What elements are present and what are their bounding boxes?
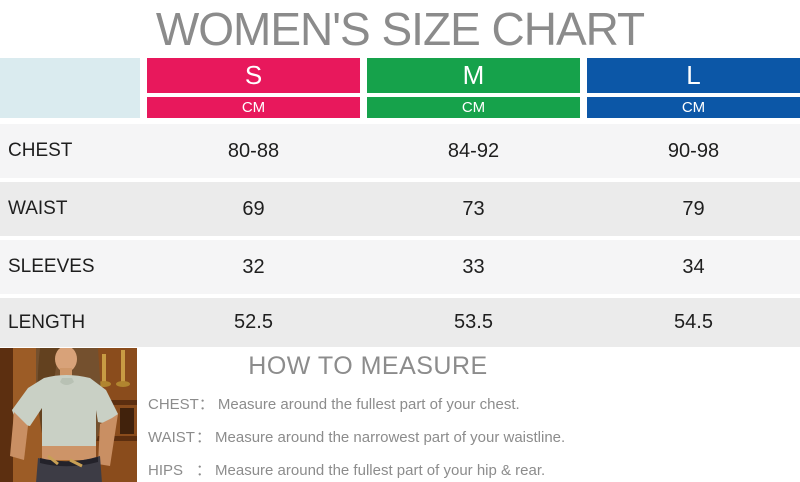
measure-text: Measure around the fullest part of your … bbox=[217, 396, 520, 413]
corner-cell bbox=[0, 58, 140, 118]
cell-chest-l: 90-98 bbox=[667, 139, 720, 162]
size-header-m: M bbox=[367, 58, 580, 93]
cell-waist-l: 79 bbox=[682, 197, 705, 220]
cell-waist-m: 73 bbox=[462, 197, 485, 220]
size-header-s: S bbox=[147, 58, 360, 93]
unit-cell-s: CM bbox=[147, 97, 360, 118]
size-table-header: S M L CM CM CM bbox=[0, 58, 800, 118]
table-row-length: LENGTH 52.5 53.5 54.5 bbox=[0, 298, 800, 347]
row-label: SLEEVES bbox=[8, 256, 95, 277]
unit-cell-m: CM bbox=[367, 97, 580, 118]
cell-length-s: 52.5 bbox=[234, 311, 273, 333]
cell-sleeves-s: 32 bbox=[242, 255, 265, 278]
cell-length-m: 53.5 bbox=[454, 311, 493, 333]
measure-label: HIPS bbox=[148, 462, 184, 479]
measure-item-chest: CHEST： Measure around the fullest part of… bbox=[148, 395, 588, 414]
page-title: WOMEN'S SIZE CHART bbox=[155, 3, 645, 55]
measure-text: Measure around the narrowest part of you… bbox=[215, 429, 566, 446]
cell-sleeves-l: 34 bbox=[682, 255, 705, 278]
model-photo-illustration bbox=[0, 348, 137, 482]
row-label: WAIST bbox=[8, 198, 68, 219]
measure-text: Measure around the fullest part of your … bbox=[215, 462, 546, 479]
measure-item-waist: WAIST： Measure around the narrowest part … bbox=[148, 428, 588, 447]
row-label: CHEST bbox=[8, 140, 73, 161]
how-to-measure-heading: HOW TO MEASURE bbox=[248, 352, 488, 380]
size-header-l: L bbox=[587, 58, 800, 93]
cell-length-l: 54.5 bbox=[674, 311, 713, 333]
measure-label: CHEST bbox=[148, 396, 199, 413]
model-photo bbox=[0, 348, 137, 482]
size-table-body: CHEST 80-88 84-92 90-98 WAIST 69 73 79 S… bbox=[0, 124, 800, 347]
measure-item-hips: HIPS ： Measure around the fullest part of … bbox=[148, 461, 588, 480]
cell-sleeves-m: 33 bbox=[462, 255, 485, 278]
measure-label: WAIST bbox=[148, 429, 195, 446]
measure-colon: ： bbox=[198, 396, 214, 413]
cell-chest-s: 80-88 bbox=[227, 139, 280, 162]
measure-colon: ： bbox=[196, 429, 212, 446]
row-label: LENGTH bbox=[8, 311, 86, 333]
table-row-chest: CHEST 80-88 84-92 90-98 bbox=[0, 124, 800, 178]
table-row-sleeves: SLEEVES 32 33 34 bbox=[0, 240, 800, 294]
measure-colon: ： bbox=[196, 462, 212, 479]
unit-cell-l: CM bbox=[587, 97, 800, 118]
cell-chest-m: 84-92 bbox=[447, 139, 500, 162]
how-to-measure-section: HOW TO MEASURE CHEST： Measure around the … bbox=[137, 348, 588, 482]
table-row-waist: WAIST 69 73 79 bbox=[0, 182, 800, 236]
cell-waist-s: 69 bbox=[242, 197, 265, 220]
bottom-section: HOW TO MEASURE CHEST： Measure around the … bbox=[0, 348, 800, 482]
